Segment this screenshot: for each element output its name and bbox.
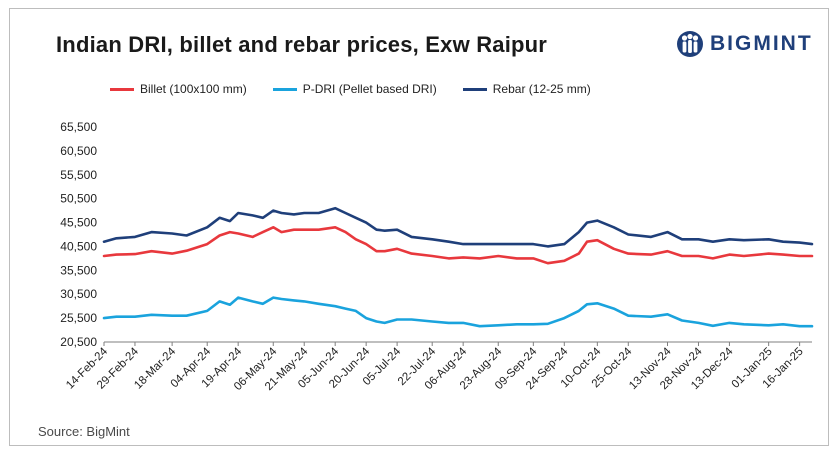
series-line-billet [102, 226, 814, 265]
legend-label-pdri: P-DRI (Pellet based DRI) [302, 82, 437, 96]
legend-item-pdri: P-DRI (Pellet based DRI) [272, 82, 437, 96]
y-tick-label: 30,500 [60, 287, 97, 301]
y-tick-label: 20,500 [60, 335, 97, 349]
y-tick-label: 55,500 [60, 168, 97, 182]
logo-text: BIGMINT [710, 32, 813, 55]
y-tick-label: 40,500 [60, 239, 97, 253]
chart-legend: Billet (100x100 mm) P-DRI (Pellet based … [110, 82, 591, 96]
legend-label-rebar: Rebar (12-25 mm) [492, 82, 591, 96]
y-tick-label: 25,500 [60, 311, 97, 325]
legend-swatch-billet [110, 87, 134, 91]
bigmint-logo: BIGMINT [676, 28, 813, 60]
legend-label-billet: Billet (100x100 mm) [140, 82, 247, 96]
series-line-pdri [102, 296, 814, 328]
y-tick-label: 50,500 [60, 192, 97, 206]
legend-item-billet: Billet (100x100 mm) [110, 82, 247, 96]
y-tick-label: 60,500 [60, 144, 97, 158]
y-tick-label: 45,500 [60, 216, 97, 230]
chart-title: Indian DRI, billet and rebar prices, Exw… [56, 32, 548, 57]
chart-frame [9, 8, 829, 446]
y-tick-label: 35,500 [60, 263, 97, 277]
people-logo-icon [677, 31, 703, 57]
y-tick-label: 65,500 [60, 120, 97, 134]
source-note: Source: BigMint [38, 424, 130, 439]
legend-item-rebar: Rebar (12-25 mm) [462, 82, 591, 96]
legend-swatch-pdri [272, 87, 297, 91]
legend-swatch-rebar [462, 87, 487, 91]
series-line-rebar [102, 206, 814, 248]
